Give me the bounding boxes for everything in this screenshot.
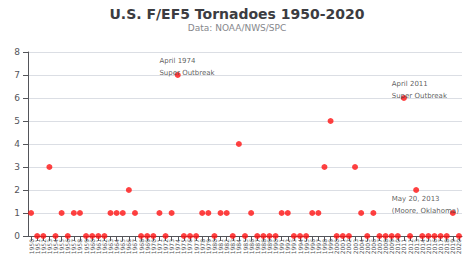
svg-text:2008: 2008 <box>382 239 390 255</box>
svg-text:2017: 2017 <box>437 239 445 255</box>
svg-text:1976: 1976 <box>186 239 194 255</box>
svg-text:1990: 1990 <box>272 239 280 255</box>
svg-text:7: 7 <box>14 70 20 80</box>
svg-text:1982: 1982 <box>223 239 231 255</box>
svg-text:2002: 2002 <box>345 239 353 255</box>
svg-text:1958: 1958 <box>76 239 84 255</box>
svg-text:1977: 1977 <box>192 239 200 255</box>
svg-text:1997: 1997 <box>314 239 322 255</box>
svg-text:2018: 2018 <box>443 239 451 255</box>
svg-text:1969: 1969 <box>143 239 151 255</box>
svg-text:1998: 1998 <box>321 239 328 255</box>
svg-text:1954: 1954 <box>52 239 59 255</box>
svg-text:1952: 1952 <box>39 239 47 255</box>
svg-text:1999: 1999 <box>327 239 335 255</box>
svg-text:2016: 2016 <box>431 239 438 255</box>
svg-text:1967: 1967 <box>131 239 139 255</box>
svg-text:1950: 1950 <box>27 239 35 255</box>
svg-text:1960: 1960 <box>88 239 96 255</box>
svg-text:U.S. F/EF5 Tornadoes 1950-2020: U.S. F/EF5 Tornadoes 1950-2020 <box>109 6 364 22</box>
svg-text:1: 1 <box>14 208 20 218</box>
svg-text:1951: 1951 <box>33 239 41 255</box>
svg-text:Super Outbreak: Super Outbreak <box>159 69 215 77</box>
svg-text:April 1974: April 1974 <box>159 57 196 65</box>
svg-text:1991: 1991 <box>278 239 286 255</box>
svg-text:5: 5 <box>14 116 20 126</box>
svg-text:1985: 1985 <box>241 239 249 255</box>
svg-text:1993: 1993 <box>290 239 298 255</box>
svg-text:1957: 1957 <box>70 239 78 255</box>
svg-text:2020: 2020 <box>455 239 462 254</box>
svg-text:2005: 2005 <box>363 239 371 255</box>
svg-text:1981: 1981 <box>217 239 224 255</box>
svg-text:2: 2 <box>14 185 20 195</box>
svg-text:3: 3 <box>14 162 20 172</box>
svg-text:1974: 1974 <box>174 239 182 255</box>
svg-text:2001: 2001 <box>339 239 347 255</box>
svg-text:1973: 1973 <box>168 239 176 255</box>
svg-text:2004: 2004 <box>357 239 365 255</box>
svg-text:2009: 2009 <box>388 239 396 255</box>
svg-text:1994: 1994 <box>296 239 304 255</box>
svg-text:1966: 1966 <box>125 239 133 255</box>
svg-text:1959: 1959 <box>82 239 90 255</box>
svg-text:4: 4 <box>14 139 20 149</box>
svg-text:1961: 1961 <box>94 239 102 255</box>
svg-text:1968: 1968 <box>137 239 145 255</box>
svg-text:2015: 2015 <box>424 239 432 255</box>
svg-text:2012: 2012 <box>406 239 414 255</box>
svg-text:1983: 1983 <box>229 239 237 255</box>
svg-text:1972: 1972 <box>162 239 169 255</box>
svg-text:2019: 2019 <box>449 239 457 255</box>
svg-text:Data: NOAA/NWS/SPC: Data: NOAA/NWS/SPC <box>188 23 286 33</box>
svg-text:April 2011: April 2011 <box>392 80 428 88</box>
svg-text:1956: 1956 <box>64 239 72 255</box>
svg-text:2011: 2011 <box>400 239 408 255</box>
svg-text:1992: 1992 <box>284 239 292 255</box>
svg-text:1975: 1975 <box>180 239 188 255</box>
svg-text:1995: 1995 <box>302 239 310 255</box>
svg-text:2014: 2014 <box>418 239 426 255</box>
svg-text:1970: 1970 <box>149 239 157 255</box>
svg-text:May 20, 2013: May 20, 2013 <box>392 195 440 203</box>
svg-text:1953: 1953 <box>45 239 53 255</box>
svg-text:1987: 1987 <box>253 239 261 255</box>
svg-text:1978: 1978 <box>198 239 206 255</box>
svg-text:1971: 1971 <box>155 239 163 255</box>
svg-text:0: 0 <box>14 231 20 241</box>
svg-text:8: 8 <box>14 47 20 57</box>
svg-text:1964: 1964 <box>113 239 121 255</box>
svg-text:1979: 1979 <box>204 239 212 255</box>
svg-text:6: 6 <box>14 93 20 103</box>
svg-text:(Moore, Oklahoma): (Moore, Oklahoma) <box>392 207 459 215</box>
svg-text:2000: 2000 <box>333 239 341 255</box>
svg-text:1989: 1989 <box>266 239 273 255</box>
svg-text:2013: 2013 <box>412 239 420 255</box>
svg-text:2003: 2003 <box>351 239 359 255</box>
svg-text:1962: 1962 <box>100 239 108 255</box>
svg-text:2006: 2006 <box>369 239 377 255</box>
svg-text:2007: 2007 <box>376 239 383 255</box>
svg-text:1963: 1963 <box>107 239 114 255</box>
svg-text:1984: 1984 <box>235 239 243 255</box>
svg-text:Super Outbreak: Super Outbreak <box>392 92 448 100</box>
svg-text:1996: 1996 <box>308 239 316 255</box>
svg-text:1980: 1980 <box>210 239 218 255</box>
svg-text:1986: 1986 <box>247 239 255 255</box>
svg-text:1965: 1965 <box>119 239 127 255</box>
svg-text:2010: 2010 <box>394 239 402 255</box>
svg-text:1955: 1955 <box>58 239 66 255</box>
svg-text:1988: 1988 <box>259 239 267 255</box>
